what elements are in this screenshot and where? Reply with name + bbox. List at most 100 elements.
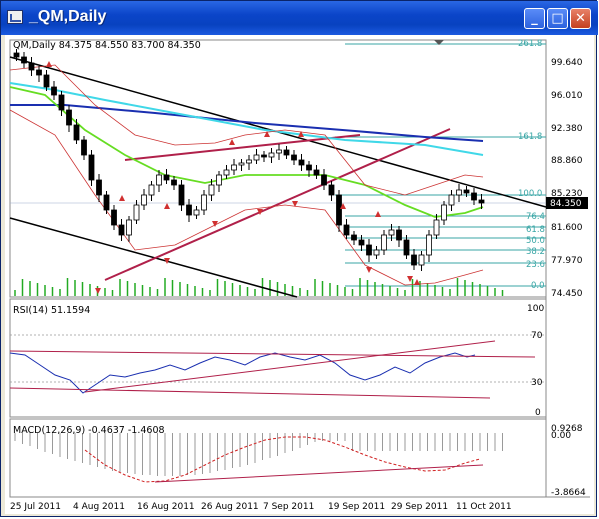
macd-scale-label: 0.00 bbox=[551, 431, 571, 441]
fractal-down-icon bbox=[407, 276, 413, 282]
price-label: 96.010 bbox=[551, 91, 583, 101]
candle-body bbox=[201, 194, 207, 211]
minimize-button[interactable]: _ bbox=[524, 8, 545, 29]
fib-level-labels: 261.8 161.8 100.0 76.4 61.8 50.0 38.2 23… bbox=[518, 39, 545, 291]
rsi-trendline bbox=[9, 387, 491, 399]
candle-body bbox=[298, 159, 305, 166]
volume-bars bbox=[14, 278, 504, 296]
candle-body bbox=[88, 154, 95, 181]
candle-body bbox=[396, 229, 402, 241]
fib-label: 161.8 bbox=[518, 132, 542, 142]
fractal-up-icon bbox=[340, 203, 346, 209]
ma-cyan-line bbox=[9, 82, 484, 156]
fib-label: 50.0 bbox=[526, 236, 545, 246]
fractal-up-icon bbox=[375, 211, 381, 217]
candle-body bbox=[313, 169, 320, 176]
candle-body bbox=[178, 184, 185, 206]
candle-body bbox=[133, 204, 140, 221]
chart-window-icon[interactable] bbox=[7, 10, 23, 24]
time-label: 16 Aug 2011 bbox=[137, 502, 195, 512]
fractal-down-icon bbox=[95, 288, 101, 294]
candle-body bbox=[43, 74, 50, 88]
fractal-down-icon bbox=[164, 258, 170, 264]
indicator-overlays bbox=[9, 56, 547, 298]
rsi-scale-label: 100 bbox=[527, 304, 544, 314]
candle-body bbox=[216, 174, 222, 186]
candle-body bbox=[231, 164, 237, 171]
candle-body bbox=[103, 194, 110, 211]
ma-blue-line bbox=[10, 104, 484, 142]
fractal-down-icon bbox=[366, 267, 372, 273]
price-label: 81.600 bbox=[551, 223, 583, 233]
candle-body bbox=[208, 184, 215, 196]
price-label: 88.860 bbox=[551, 156, 583, 166]
fib-label: 38.2 bbox=[526, 247, 545, 257]
fractal-arrows bbox=[46, 61, 420, 294]
main-panel[interactable] bbox=[9, 39, 547, 298]
candle-body bbox=[433, 219, 440, 236]
time-label: 7 Sep 2011 bbox=[263, 502, 314, 512]
rsi-panel[interactable] bbox=[9, 298, 547, 418]
crimson-trendline bbox=[124, 134, 361, 161]
macd-signal-line bbox=[84, 436, 481, 483]
rsi-scale-label: 30 bbox=[531, 378, 543, 388]
candle-body bbox=[148, 184, 155, 196]
macd-panel[interactable] bbox=[9, 418, 547, 498]
channel-lower-line bbox=[9, 217, 298, 298]
time-label: 11 Oct 2011 bbox=[456, 502, 512, 512]
candle-body bbox=[171, 179, 177, 186]
candle-body bbox=[163, 174, 170, 181]
candle-body bbox=[268, 152, 275, 158]
candle-body bbox=[283, 149, 290, 156]
chart-area[interactable]: QM,Daily 84.375 84.550 83.700 84.350 RSI… bbox=[5, 35, 594, 514]
candle-body bbox=[186, 204, 192, 216]
candle-body bbox=[96, 179, 102, 196]
rsi-indicator bbox=[9, 334, 546, 399]
candle-body bbox=[21, 56, 27, 64]
macd-scale-label: -3.8664 bbox=[551, 488, 586, 498]
title-bar[interactable]: _QM,Daily _ □ ✕ bbox=[1, 1, 598, 35]
fractal-up-icon bbox=[46, 61, 52, 67]
candle-body bbox=[246, 159, 252, 164]
candle-body bbox=[223, 169, 230, 176]
candle-body bbox=[126, 219, 132, 236]
candle-body bbox=[118, 224, 125, 236]
fractal-up-icon bbox=[264, 131, 270, 137]
candle-body bbox=[328, 184, 335, 196]
candle-body bbox=[388, 229, 395, 236]
macd-axis: 0.9268 0.00 -3.8664 bbox=[551, 424, 586, 498]
current-price-label: 84.350 bbox=[550, 199, 582, 209]
ma-green-line bbox=[9, 86, 484, 218]
time-label: 26 Aug 2011 bbox=[201, 502, 259, 512]
candle-body bbox=[463, 189, 470, 194]
candle-body bbox=[36, 69, 42, 76]
fib-label: 100.0 bbox=[518, 189, 542, 199]
fractal-up-icon bbox=[298, 131, 304, 137]
main-panel-header: QM,Daily 84.375 84.550 83.700 84.350 bbox=[13, 40, 201, 51]
chart-shift-marker-icon[interactable] bbox=[434, 40, 444, 45]
current-price-box bbox=[546, 197, 588, 209]
candle-body bbox=[276, 149, 282, 154]
candle-body bbox=[306, 164, 312, 171]
envelope-upper-line bbox=[9, 64, 484, 196]
price-chart[interactable]: QM,Daily 84.375 84.550 83.700 84.350 RSI… bbox=[5, 35, 594, 514]
time-label: 19 Sep 2011 bbox=[328, 502, 385, 512]
time-axis: 25 Jul 2011 4 Aug 2011 16 Aug 2011 26 Au… bbox=[10, 502, 512, 512]
candle-body bbox=[351, 234, 357, 241]
fractal-down-icon bbox=[292, 201, 298, 207]
maximize-button[interactable]: □ bbox=[547, 8, 568, 29]
candle-body bbox=[321, 174, 327, 186]
candle-body bbox=[13, 52, 20, 58]
fib-label: 261.8 bbox=[518, 39, 542, 49]
candle-body bbox=[253, 154, 260, 161]
rsi-trendline bbox=[9, 350, 536, 358]
close-button[interactable]: ✕ bbox=[570, 8, 591, 29]
macd-scale-label: 0.9268 bbox=[551, 424, 583, 434]
fib-label: 61.8 bbox=[526, 225, 545, 235]
candle-body bbox=[426, 234, 432, 256]
fractal-up-icon bbox=[414, 279, 420, 285]
rsi-panel-header: RSI(14) 51.1594 bbox=[13, 305, 90, 316]
time-label: 25 Jul 2011 bbox=[10, 502, 61, 512]
rsi-axis: 100 70 30 0 bbox=[527, 304, 544, 418]
